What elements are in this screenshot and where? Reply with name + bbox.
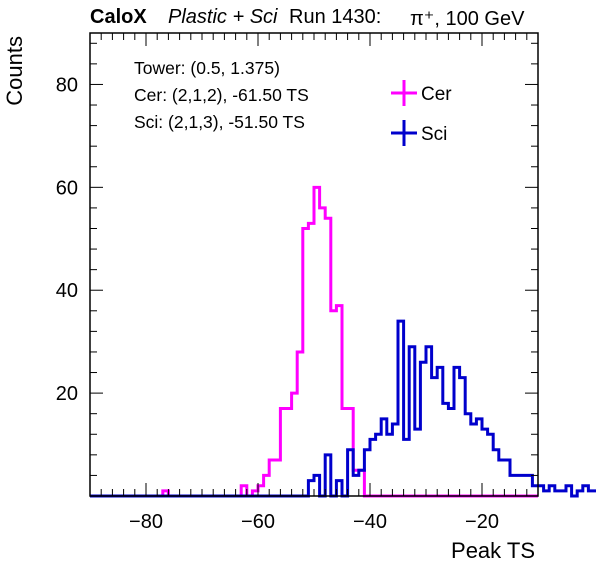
series-cer-step-line [90,185,538,498]
y-axis-title: Counts [2,36,27,106]
x-tick-label: −60 [241,511,275,533]
header-run: Run 1430: [289,6,382,28]
x-axis-title: Peak TS [451,538,535,563]
x-tick-label: −40 [353,511,387,533]
info-line: Cer: (2,1,2), -61.50 TS [134,85,309,105]
header-brand: CaloX [90,6,147,28]
y-tick-label: 40 [56,280,78,302]
info-line: Tower: (0.5, 1.375) [134,58,280,78]
y-tick-label: 20 [56,383,78,405]
y-tick-label: 80 [56,74,78,96]
header-config: Plastic + Sci [168,6,278,28]
info-line: Sci: (2,1,3), -51.50 TS [134,112,305,132]
y-tick-label: 60 [56,177,78,199]
header-beam: π⁺, 100 GeV [410,8,525,30]
x-tick-label: −80 [129,511,163,533]
legend-label-cer: Cer [421,84,452,105]
x-tick-label: −20 [465,511,499,533]
legend-label-sci: Sci [421,124,447,145]
